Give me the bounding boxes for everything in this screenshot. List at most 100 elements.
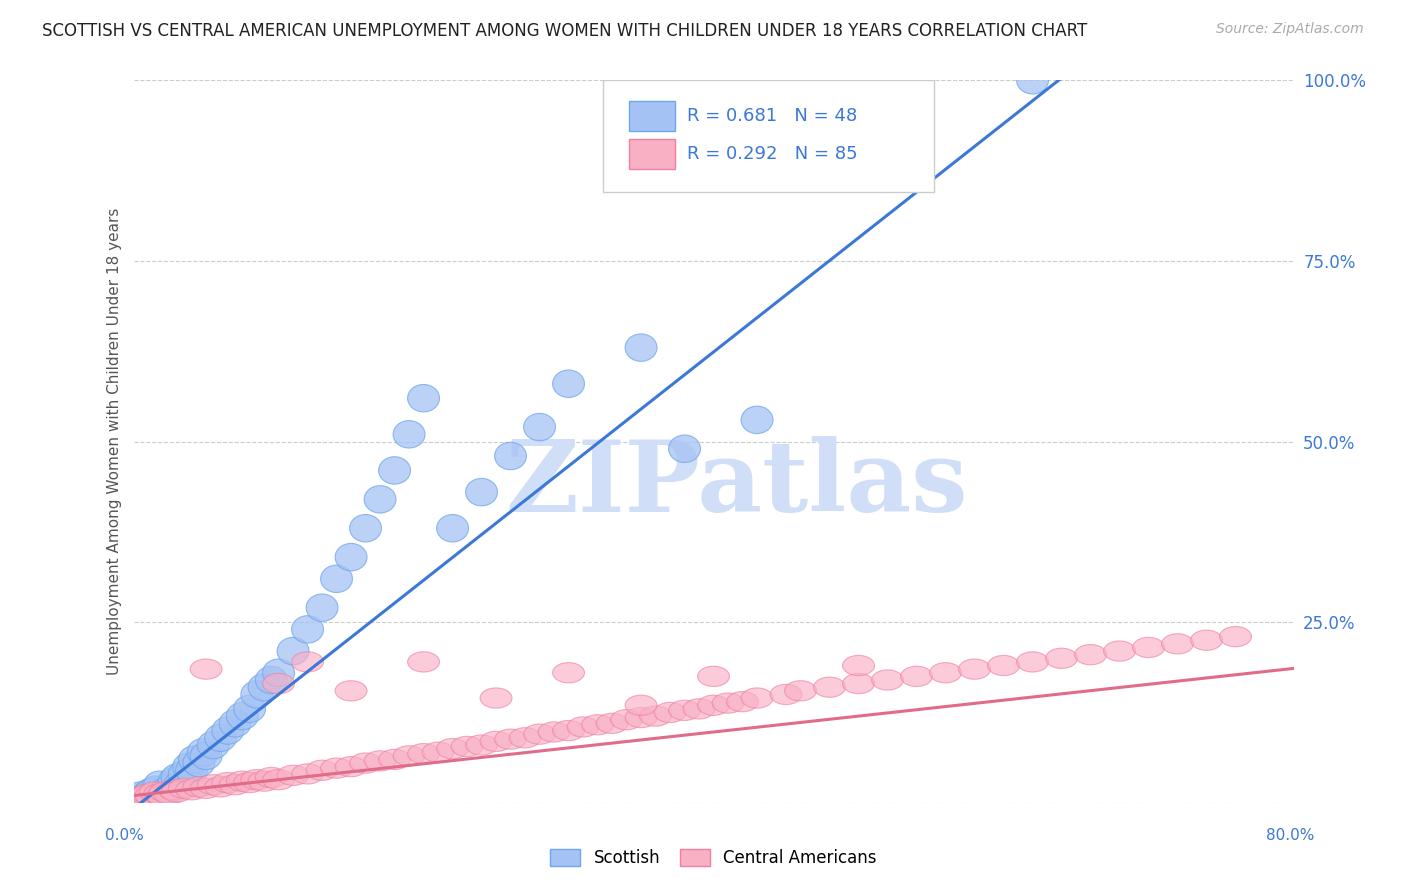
Ellipse shape: [553, 663, 585, 683]
Y-axis label: Unemployment Among Women with Children Under 18 years: Unemployment Among Women with Children U…: [107, 208, 122, 675]
Ellipse shape: [190, 659, 222, 679]
Ellipse shape: [350, 753, 381, 773]
Ellipse shape: [523, 413, 555, 441]
Ellipse shape: [240, 681, 273, 708]
Ellipse shape: [770, 684, 801, 705]
Ellipse shape: [291, 764, 323, 784]
Ellipse shape: [335, 756, 367, 777]
Ellipse shape: [129, 786, 162, 805]
Ellipse shape: [125, 787, 157, 807]
Ellipse shape: [872, 670, 904, 690]
Ellipse shape: [129, 783, 162, 811]
Ellipse shape: [277, 765, 309, 786]
Ellipse shape: [626, 707, 657, 728]
Ellipse shape: [842, 673, 875, 694]
Ellipse shape: [727, 691, 758, 712]
Ellipse shape: [179, 746, 211, 773]
Ellipse shape: [697, 695, 730, 715]
Ellipse shape: [1017, 67, 1049, 94]
Ellipse shape: [408, 652, 440, 672]
Ellipse shape: [437, 739, 468, 759]
Legend: Scottish, Central Americans: Scottish, Central Americans: [544, 842, 883, 874]
Ellipse shape: [132, 780, 165, 808]
Ellipse shape: [165, 771, 195, 798]
Ellipse shape: [321, 566, 353, 592]
FancyBboxPatch shape: [628, 101, 675, 131]
Ellipse shape: [176, 756, 208, 784]
Ellipse shape: [176, 780, 208, 800]
Ellipse shape: [153, 784, 186, 805]
Ellipse shape: [143, 771, 176, 798]
Ellipse shape: [654, 702, 686, 723]
Ellipse shape: [135, 786, 167, 805]
Ellipse shape: [219, 710, 252, 737]
Ellipse shape: [1161, 633, 1194, 654]
Text: ZIPatlas: ZIPatlas: [506, 436, 967, 533]
Ellipse shape: [187, 739, 219, 766]
Ellipse shape: [987, 656, 1019, 675]
Ellipse shape: [173, 753, 205, 780]
Ellipse shape: [523, 724, 555, 744]
Ellipse shape: [422, 742, 454, 763]
Ellipse shape: [263, 659, 294, 687]
Ellipse shape: [479, 688, 512, 708]
Ellipse shape: [135, 778, 167, 805]
Ellipse shape: [143, 784, 176, 805]
Ellipse shape: [125, 782, 157, 809]
Ellipse shape: [159, 780, 190, 800]
Text: 80.0%: 80.0%: [1267, 829, 1315, 843]
Ellipse shape: [291, 652, 323, 672]
Ellipse shape: [350, 515, 381, 542]
Ellipse shape: [610, 710, 643, 730]
Ellipse shape: [146, 786, 179, 805]
Ellipse shape: [669, 700, 700, 721]
Ellipse shape: [394, 421, 425, 448]
FancyBboxPatch shape: [603, 80, 934, 193]
Ellipse shape: [169, 778, 200, 798]
Ellipse shape: [1046, 648, 1077, 668]
Ellipse shape: [263, 770, 294, 789]
Text: Source: ZipAtlas.com: Source: ZipAtlas.com: [1216, 22, 1364, 37]
Ellipse shape: [929, 663, 962, 683]
Ellipse shape: [169, 760, 200, 788]
Ellipse shape: [190, 778, 222, 798]
Ellipse shape: [683, 698, 716, 719]
Ellipse shape: [321, 758, 353, 778]
Ellipse shape: [205, 777, 236, 797]
Ellipse shape: [219, 774, 252, 795]
Ellipse shape: [596, 714, 628, 733]
Ellipse shape: [1219, 626, 1251, 647]
Ellipse shape: [190, 742, 222, 770]
Ellipse shape: [1191, 630, 1222, 650]
Ellipse shape: [233, 772, 266, 793]
Ellipse shape: [553, 370, 585, 398]
Ellipse shape: [711, 693, 744, 714]
Ellipse shape: [226, 771, 259, 791]
Ellipse shape: [233, 695, 266, 723]
Ellipse shape: [437, 515, 468, 542]
Ellipse shape: [364, 751, 396, 771]
Ellipse shape: [495, 729, 526, 749]
Ellipse shape: [146, 782, 179, 809]
Ellipse shape: [451, 736, 484, 756]
Ellipse shape: [139, 776, 172, 804]
Ellipse shape: [205, 724, 236, 751]
Ellipse shape: [256, 767, 287, 788]
Ellipse shape: [567, 717, 599, 737]
Ellipse shape: [626, 334, 657, 361]
Text: R = 0.292   N = 85: R = 0.292 N = 85: [688, 145, 858, 163]
Ellipse shape: [291, 615, 323, 643]
Ellipse shape: [378, 749, 411, 770]
Ellipse shape: [247, 673, 280, 701]
Ellipse shape: [959, 659, 990, 679]
Ellipse shape: [479, 731, 512, 751]
Ellipse shape: [212, 772, 243, 793]
Ellipse shape: [149, 778, 181, 805]
Ellipse shape: [263, 673, 294, 694]
Ellipse shape: [226, 702, 259, 730]
Ellipse shape: [307, 760, 337, 780]
Ellipse shape: [335, 681, 367, 701]
Ellipse shape: [1074, 645, 1107, 665]
Ellipse shape: [553, 721, 585, 740]
Ellipse shape: [640, 706, 672, 726]
